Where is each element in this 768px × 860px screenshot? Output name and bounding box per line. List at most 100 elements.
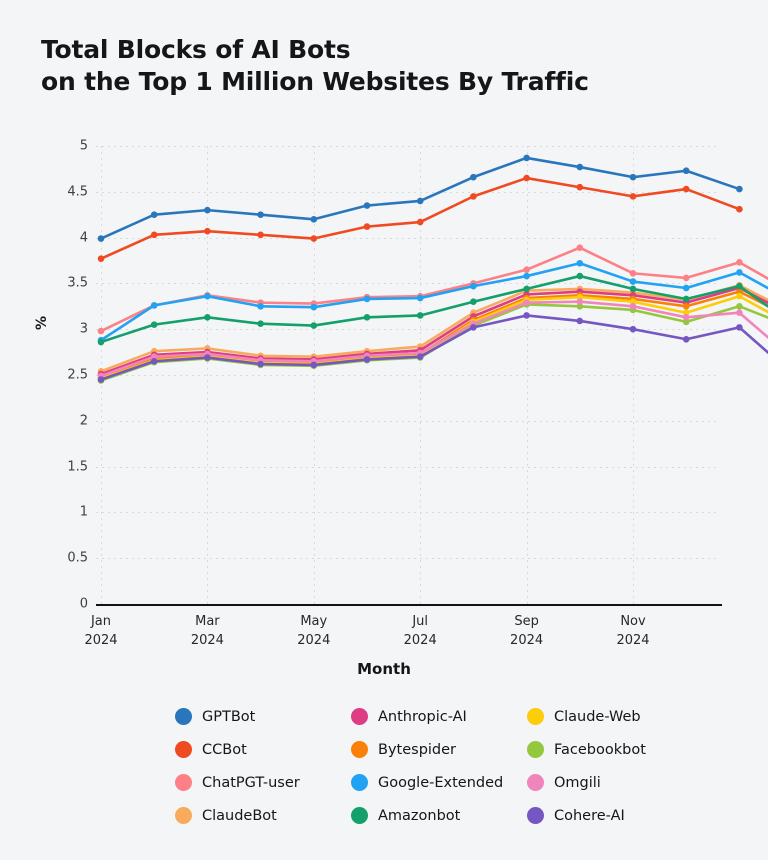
data-point xyxy=(736,185,743,193)
legend-item-anthropic-ai[interactable]: Anthropic-AI xyxy=(351,708,527,725)
legend-item-gptbot[interactable]: GPTBot xyxy=(175,708,351,725)
series-lines xyxy=(97,154,768,384)
legend-item-label: Google-Extended xyxy=(378,774,504,791)
legend-color-swatch-icon xyxy=(351,807,368,824)
y-tick-label: 2.5 xyxy=(67,367,88,383)
data-point xyxy=(310,303,318,311)
legend-color-swatch-icon xyxy=(527,741,544,758)
data-point xyxy=(150,357,158,365)
x-tick-month: Jan xyxy=(90,614,112,629)
data-point xyxy=(576,272,584,280)
series-line xyxy=(99,286,768,376)
data-point xyxy=(97,255,105,262)
y-tick-label: 2 xyxy=(79,413,88,429)
page-title: Total Blocks of AI Bots on the Top 1 Mil… xyxy=(41,34,741,98)
data-point xyxy=(682,303,690,310)
data-point xyxy=(416,197,424,205)
legend-item-label: CCBot xyxy=(202,741,247,758)
data-point xyxy=(682,318,690,326)
y-tick-label: 4 xyxy=(79,230,88,246)
title-line-1: Total Blocks of AI Bots xyxy=(41,35,351,64)
data-point xyxy=(204,227,211,235)
legend-item-ccbot[interactable]: CCBot xyxy=(175,741,351,758)
legend-color-swatch-icon xyxy=(175,741,192,758)
data-point xyxy=(736,324,743,331)
legend-item-facebookbot[interactable]: Facebookbot xyxy=(527,741,695,758)
data-point xyxy=(736,292,743,300)
grid-line-horizontal xyxy=(96,512,718,514)
x-tick-year: 2024 xyxy=(403,633,437,648)
legend-color-swatch-icon xyxy=(527,708,544,725)
data-point xyxy=(97,235,105,242)
grid-line-horizontal xyxy=(96,420,718,422)
data-point xyxy=(523,272,530,280)
data-point xyxy=(150,321,158,328)
series-ccbot xyxy=(97,174,743,262)
data-point xyxy=(629,325,637,333)
series-line xyxy=(99,314,768,381)
legend-item-claudebot[interactable]: ClaudeBot xyxy=(175,807,351,824)
data-point xyxy=(470,298,477,306)
legend-item-google-extended[interactable]: Google-Extended xyxy=(351,774,527,791)
data-point xyxy=(629,298,637,306)
data-point xyxy=(97,327,105,335)
data-point xyxy=(416,353,424,360)
data-point xyxy=(150,353,158,360)
data-point xyxy=(416,218,424,226)
legend-color-swatch-icon xyxy=(351,774,368,791)
data-point xyxy=(682,274,690,282)
x-tick-label: Jan 2024 xyxy=(56,612,146,650)
grid-line-horizontal xyxy=(96,329,718,331)
series-amazonbot xyxy=(97,272,768,346)
data-point xyxy=(150,302,158,309)
legend-item-chatpgt-user[interactable]: ChatPGT-user xyxy=(175,774,351,791)
data-point xyxy=(363,295,371,303)
x-tick-month: Mar xyxy=(195,614,220,629)
y-tick-label: 3.5 xyxy=(67,275,88,291)
data-point xyxy=(523,299,530,306)
legend-item-label: Claude-Web xyxy=(554,708,641,725)
x-tick-year: 2024 xyxy=(297,633,331,648)
data-point xyxy=(204,292,211,300)
data-point xyxy=(736,282,743,290)
data-point xyxy=(310,215,318,223)
grid-line-vertical xyxy=(526,146,528,604)
chart-legend: GPTBot Anthropic-AI Claude-Web CCBot Bytespi… xyxy=(175,700,695,832)
line-chart: 0 0.5 1 1.5 2 2.5 3 3.5 4 4.5 5 Jan 2024 Mar 2024 May 2… xyxy=(34,139,768,678)
series-line xyxy=(99,274,768,344)
data-point xyxy=(363,356,371,363)
series-gptbot xyxy=(97,154,743,242)
grid-line-vertical xyxy=(633,146,634,604)
data-point xyxy=(736,269,743,276)
plot-area xyxy=(96,146,768,604)
x-tick-month: Jul xyxy=(412,614,429,629)
series-chatpgt-user xyxy=(97,244,768,335)
legend-item-bytespider[interactable]: Bytespider xyxy=(351,741,527,758)
data-point xyxy=(257,231,264,239)
data-point xyxy=(682,309,690,317)
data-point xyxy=(97,376,105,383)
data-point xyxy=(416,312,424,319)
data-point xyxy=(523,312,530,319)
data-point xyxy=(736,288,743,295)
y-tick-label: 0.5 xyxy=(67,550,88,566)
legend-item-omgili[interactable]: Omgili xyxy=(527,774,695,791)
legend-item-claude-web[interactable]: Claude-Web xyxy=(527,708,695,725)
data-point xyxy=(629,173,637,181)
data-point xyxy=(470,282,477,290)
legend-item-label: Omgili xyxy=(554,774,601,791)
legend-item-amazonbot[interactable]: Amazonbot xyxy=(351,807,527,824)
grid-line-horizontal xyxy=(96,375,718,376)
series-omgili xyxy=(97,298,768,380)
data-point xyxy=(150,211,158,218)
legend-color-swatch-icon xyxy=(175,708,192,725)
x-tick-label: Sep 2024 xyxy=(482,612,572,650)
data-point xyxy=(629,193,637,200)
grid-line-horizontal xyxy=(96,237,718,239)
data-point xyxy=(310,361,318,369)
legend-item-cohere-ai[interactable]: Cohere-AI xyxy=(527,807,695,824)
series-line xyxy=(99,283,768,373)
legend-item-label: ChatPGT-user xyxy=(202,774,300,791)
data-point xyxy=(150,231,158,239)
data-point xyxy=(576,259,584,267)
